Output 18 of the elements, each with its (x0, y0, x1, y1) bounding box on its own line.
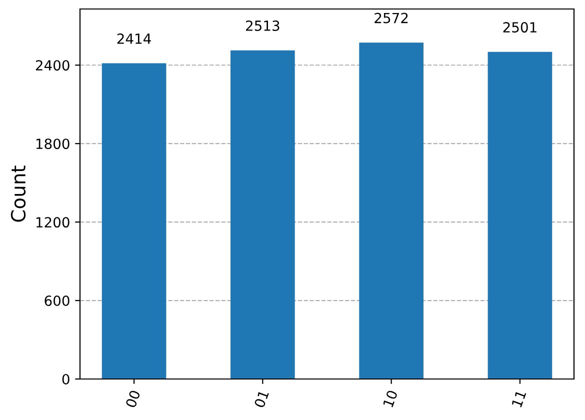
y-tick-label: 600 (44, 296, 70, 306)
x-tick-label: 11 (512, 390, 526, 408)
y-tick-label: 2400 (36, 60, 70, 71)
y-tick-label: 0 (62, 374, 70, 384)
data-label: 2572 (374, 12, 408, 24)
bar (230, 50, 295, 379)
y-tick-label: 1200 (36, 217, 70, 228)
bar (359, 42, 424, 379)
y-tick-label: 1800 (36, 138, 70, 150)
bar (102, 63, 166, 379)
x-tick-label: 00 (125, 390, 141, 408)
x-tick-label: 10 (382, 390, 398, 408)
data-label: 2414 (117, 33, 151, 44)
data-label: 2513 (246, 20, 280, 31)
y-axis-title: Count (10, 166, 26, 222)
data-label: 2501 (503, 22, 536, 33)
x-tick-label: 01 (254, 390, 270, 408)
bar (488, 52, 552, 379)
